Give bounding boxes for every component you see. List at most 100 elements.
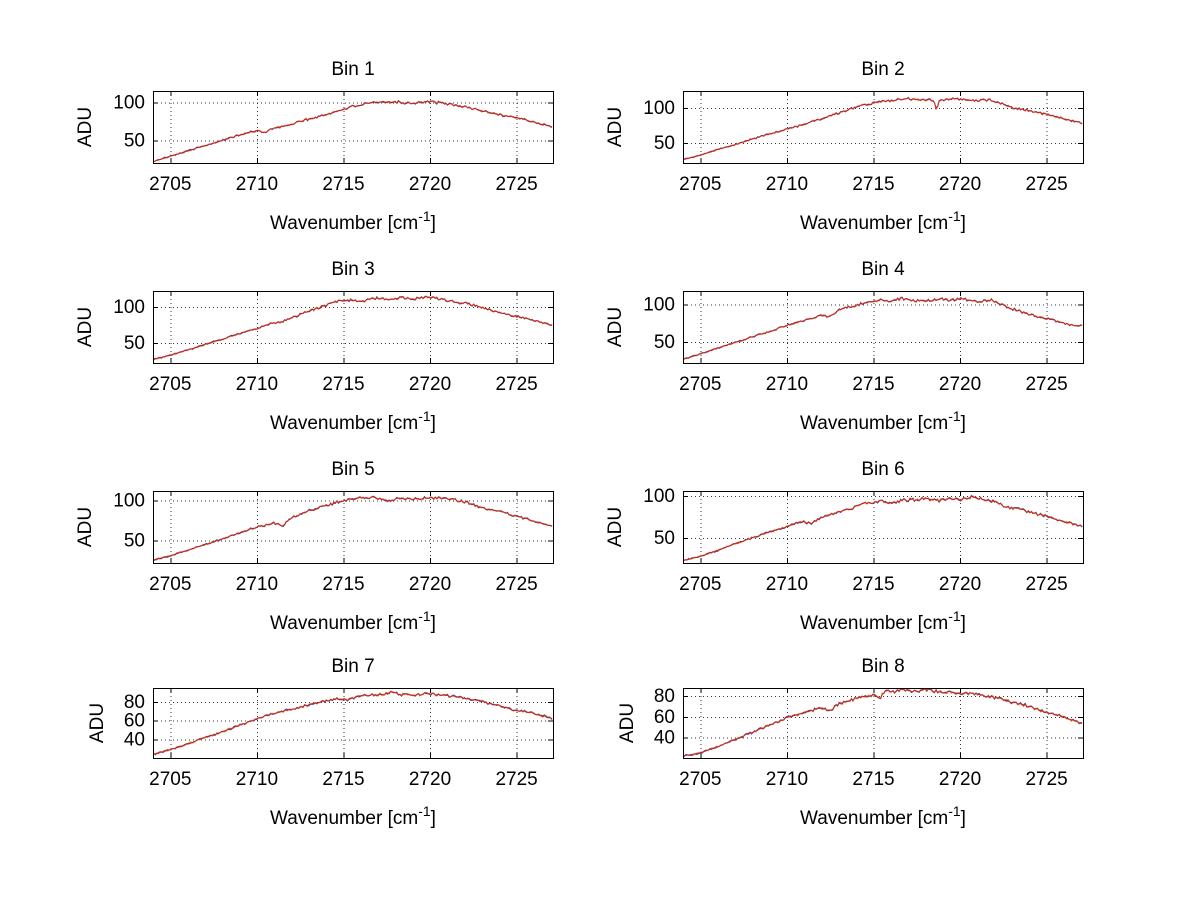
grid-lines xyxy=(683,91,1083,163)
svg-text:2720: 2720 xyxy=(409,374,451,395)
grid-lines xyxy=(153,91,553,163)
x-axis-label: Wavenumber [cm-1] xyxy=(270,208,436,234)
spectrum-trace-red xyxy=(683,97,1083,160)
grid-lines xyxy=(153,291,553,363)
spectrum-trace-blue xyxy=(683,296,1083,360)
spectrum-trace-red xyxy=(683,495,1083,562)
y-tick-labels: 50 100 xyxy=(643,98,675,154)
svg-text:2710: 2710 xyxy=(766,574,808,595)
spectrum-trace-orange xyxy=(153,99,553,163)
svg-text:2720: 2720 xyxy=(409,574,451,595)
spectrum-traces xyxy=(683,688,1083,758)
subplot-title: Bin 7 xyxy=(331,656,374,677)
svg-text:2705: 2705 xyxy=(149,174,191,195)
spectrum-traces xyxy=(683,494,1083,562)
svg-text:2725: 2725 xyxy=(1025,374,1067,395)
axes-box xyxy=(683,91,1084,164)
x-tick-labels: 2705 2710 2715 2720 2725 xyxy=(149,769,538,790)
y-axis-label: ADU xyxy=(87,703,108,743)
grid-lines xyxy=(683,688,1083,758)
spectrum-trace-blue xyxy=(683,688,1083,758)
x-tick-labels: 2705 2710 2715 2720 2725 xyxy=(679,769,1068,790)
spectrum-trace-orange xyxy=(683,97,1083,160)
svg-text:2715: 2715 xyxy=(322,174,364,195)
spectrum-trace-orange xyxy=(683,495,1083,561)
svg-text:50: 50 xyxy=(654,133,675,154)
subplot-bin-3: Bin 3 2705 2710 2715 2720 2725 50 100 ADU Wavenum… xyxy=(75,259,554,434)
spectrum-trace-orange xyxy=(153,495,553,561)
svg-text:2705: 2705 xyxy=(149,574,191,595)
spectrum-trace-orange xyxy=(153,690,553,755)
y-tick-labels: 50 100 xyxy=(643,486,675,549)
spectrum-traces xyxy=(153,495,553,562)
svg-text:2720: 2720 xyxy=(939,574,981,595)
svg-text:2725: 2725 xyxy=(495,769,537,790)
grid-lines xyxy=(153,688,553,758)
svg-text:2710: 2710 xyxy=(236,574,278,595)
svg-text:2715: 2715 xyxy=(852,574,894,595)
x-tick-labels: 2705 2710 2715 2720 2725 xyxy=(149,174,538,195)
svg-text:2715: 2715 xyxy=(322,374,364,395)
svg-text:2705: 2705 xyxy=(679,574,721,595)
svg-text:50: 50 xyxy=(124,531,145,552)
x-axis-label: Wavenumber [cm-1] xyxy=(800,803,966,829)
spectrum-trace-red xyxy=(153,691,553,755)
y-tick-labels: 50 100 xyxy=(113,92,145,151)
svg-text:80: 80 xyxy=(654,686,675,707)
svg-text:100: 100 xyxy=(643,295,675,316)
svg-text:2710: 2710 xyxy=(766,769,808,790)
subplot-title: Bin 2 xyxy=(861,59,904,80)
spectrum-traces xyxy=(683,96,1083,161)
y-axis-label: ADU xyxy=(75,107,96,147)
grid-lines xyxy=(153,491,553,563)
axes-box xyxy=(683,688,1084,759)
spectrum-trace-blue xyxy=(153,690,553,756)
svg-text:100: 100 xyxy=(113,491,145,512)
spectrum-traces xyxy=(683,296,1083,360)
svg-text:60: 60 xyxy=(654,707,675,728)
x-tick-labels: 2705 2710 2715 2720 2725 xyxy=(149,374,538,395)
svg-text:60: 60 xyxy=(124,711,145,732)
axes-box xyxy=(153,688,554,759)
grid-lines xyxy=(683,291,1083,363)
y-tick-labels: 50 100 xyxy=(113,297,145,354)
svg-text:2715: 2715 xyxy=(852,374,894,395)
svg-text:2725: 2725 xyxy=(495,174,537,195)
subplot-bin-1: Bin 1 2705 2710 2715 2720 2725 50 100 ADU Wavenum… xyxy=(75,59,554,234)
x-tick-labels: 2705 2710 2715 2720 2725 xyxy=(679,174,1068,195)
svg-text:2705: 2705 xyxy=(679,769,721,790)
subplot-title: Bin 4 xyxy=(861,259,905,280)
spectrum-trace-red xyxy=(683,688,1083,757)
spectrum-trace-red xyxy=(153,295,553,360)
svg-text:2725: 2725 xyxy=(1025,574,1067,595)
svg-text:2715: 2715 xyxy=(322,769,364,790)
svg-text:2710: 2710 xyxy=(236,174,278,195)
svg-text:40: 40 xyxy=(654,727,675,748)
subplot-title: Bin 3 xyxy=(331,259,374,280)
spectrum-trace-red xyxy=(153,100,553,163)
svg-text:50: 50 xyxy=(124,130,145,151)
spectrum-trace-blue xyxy=(683,96,1083,161)
x-tick-labels: 2705 2710 2715 2720 2725 xyxy=(679,574,1068,595)
spectrum-traces xyxy=(153,690,553,756)
x-axis-label: Wavenumber [cm-1] xyxy=(270,408,436,434)
svg-text:2720: 2720 xyxy=(939,174,981,195)
subplot-title: Bin 6 xyxy=(861,459,904,480)
x-tick-labels: 2705 2710 2715 2720 2725 xyxy=(149,574,538,595)
svg-text:100: 100 xyxy=(113,92,145,113)
svg-text:2725: 2725 xyxy=(495,574,537,595)
svg-text:50: 50 xyxy=(654,332,675,353)
svg-text:2710: 2710 xyxy=(236,769,278,790)
svg-text:2705: 2705 xyxy=(679,374,721,395)
subplot-title: Bin 8 xyxy=(861,656,904,677)
svg-text:40: 40 xyxy=(124,729,145,750)
spectrum-trace-orange xyxy=(683,688,1083,757)
subplot-bin-2: Bin 2 2705 2710 2715 2720 2725 50 100 ADU Wavenum… xyxy=(605,59,1084,234)
y-axis-label: ADU xyxy=(617,703,638,743)
spectrum-trace-red xyxy=(153,496,553,561)
svg-text:2710: 2710 xyxy=(236,374,278,395)
axes-box xyxy=(683,491,1084,564)
